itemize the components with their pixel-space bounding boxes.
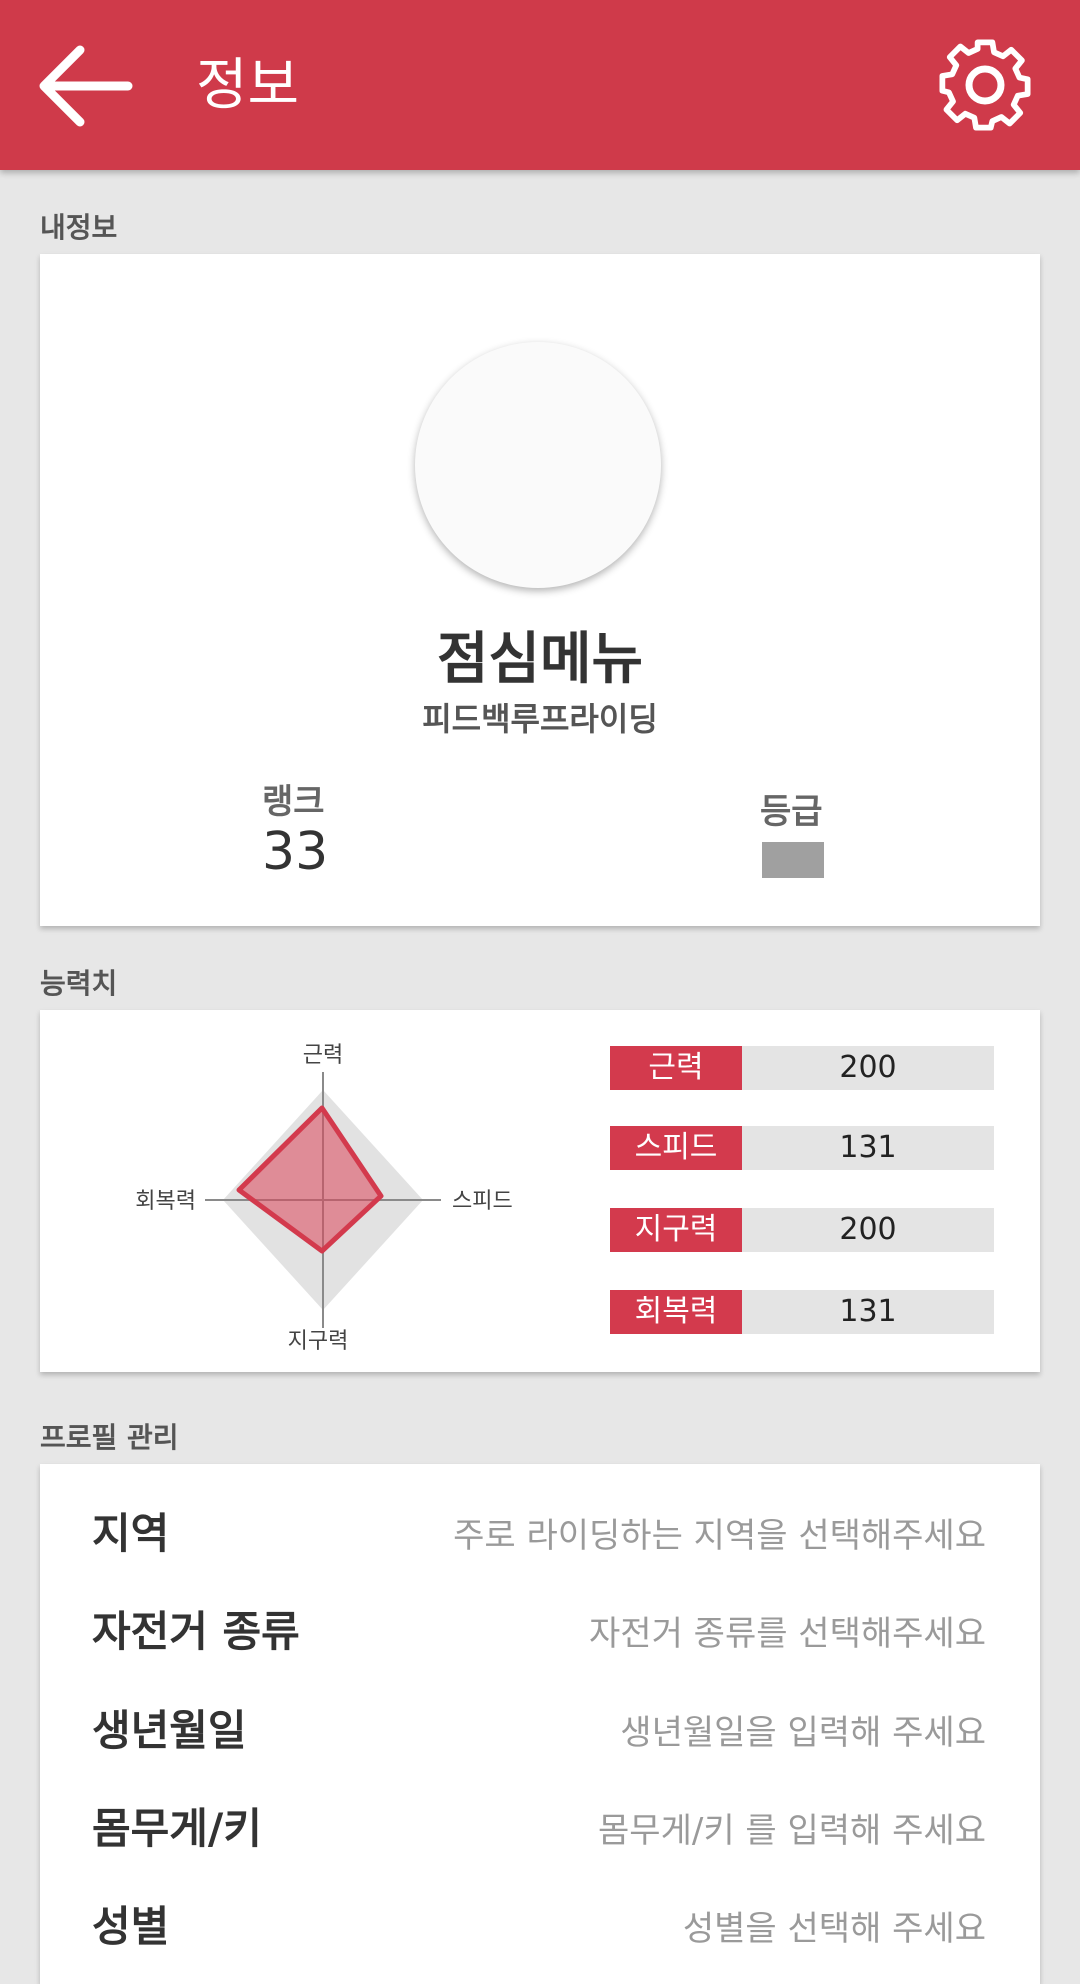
my-info-section-label: 내정보 <box>40 211 118 244</box>
birthdate-field[interactable]: 생년월일 생년월일을 입력해 주세요 <box>40 1683 1040 1773</box>
profile-section-label: 프로필 관리 <box>40 1421 179 1454</box>
stat-row-strength: 근력 200 <box>610 1046 994 1090</box>
stat-value: 131 <box>742 1126 994 1170</box>
gender-field[interactable]: 성별 성별을 선택해 주세요 <box>40 1879 1040 1969</box>
avatar[interactable] <box>415 342 661 588</box>
stat-value: 200 <box>742 1208 994 1252</box>
field-label: 성별 <box>92 1902 170 1951</box>
stat-value: 200 <box>742 1046 994 1090</box>
radar-stat-area <box>236 1105 384 1254</box>
arrow-left-icon <box>39 45 133 127</box>
stat-value: 131 <box>742 1290 994 1334</box>
stat-name: 회복력 <box>610 1290 742 1334</box>
stat-name: 스피드 <box>610 1126 742 1170</box>
field-label: 자전거 종류 <box>92 1607 300 1656</box>
gear-icon <box>939 39 1031 131</box>
field-label: 지역 <box>92 1509 170 1558</box>
rank-value: 33 <box>262 822 329 882</box>
radar-label-top: 근력 <box>303 1043 343 1068</box>
field-label: 몸무게/키 <box>92 1804 262 1853</box>
weight-height-field[interactable]: 몸무게/키 몸무게/키 를 입력해 주세요 <box>40 1781 1040 1871</box>
team-name: 피드백루프라이딩 <box>422 700 658 738</box>
stats-section-label: 능력치 <box>40 967 118 1000</box>
profile-management-card: 지역 주로 라이딩하는 지역을 선택해주세요 자전거 종류 자전거 종류를 선택… <box>40 1464 1040 1984</box>
field-hint: 몸무게/키 를 입력해 주세요 <box>598 1811 986 1851</box>
stat-name: 근력 <box>610 1046 742 1090</box>
radar-label-right: 스피드 <box>452 1189 513 1214</box>
back-button[interactable] <box>36 40 136 132</box>
settings-button[interactable] <box>930 30 1040 140</box>
stats-card: 근력 스피드 지구력 회복력 근력 200 스피드 131 지구력 200 회복… <box>40 1010 1040 1372</box>
page-title: 정보 <box>196 53 300 118</box>
nickname: 점심메뉴 <box>436 627 644 692</box>
grade-label: 등급 <box>760 792 823 832</box>
stat-name: 지구력 <box>610 1208 742 1252</box>
radar-chart: 근력 스피드 지구력 회복력 <box>135 1043 513 1350</box>
field-label: 생년월일 <box>92 1706 247 1755</box>
radar-label-bottom: 지구력 <box>288 1329 349 1350</box>
field-hint: 자전거 종류를 선택해주세요 <box>589 1614 986 1654</box>
stat-row-recovery: 회복력 131 <box>610 1290 994 1334</box>
field-hint: 주로 라이딩하는 지역을 선택해주세요 <box>453 1516 986 1556</box>
grade-badge <box>762 842 824 878</box>
field-hint: 성별을 선택해 주세요 <box>682 1909 986 1949</box>
region-field[interactable]: 지역 주로 라이딩하는 지역을 선택해주세요 <box>40 1486 1040 1576</box>
field-hint: 생년월일을 입력해 주세요 <box>620 1713 986 1753</box>
bike-type-field[interactable]: 자전거 종류 자전거 종류를 선택해주세요 <box>40 1584 1040 1674</box>
stat-row-endurance: 지구력 200 <box>610 1208 994 1252</box>
profile-card: 점심메뉴 피드백루프라이딩 랭크 33 등급 <box>40 254 1040 926</box>
radar-label-left: 회복력 <box>135 1189 196 1214</box>
stat-row-speed: 스피드 131 <box>610 1126 994 1170</box>
rank-label: 랭크 <box>262 782 325 822</box>
app-bar: 정보 <box>0 0 1080 170</box>
